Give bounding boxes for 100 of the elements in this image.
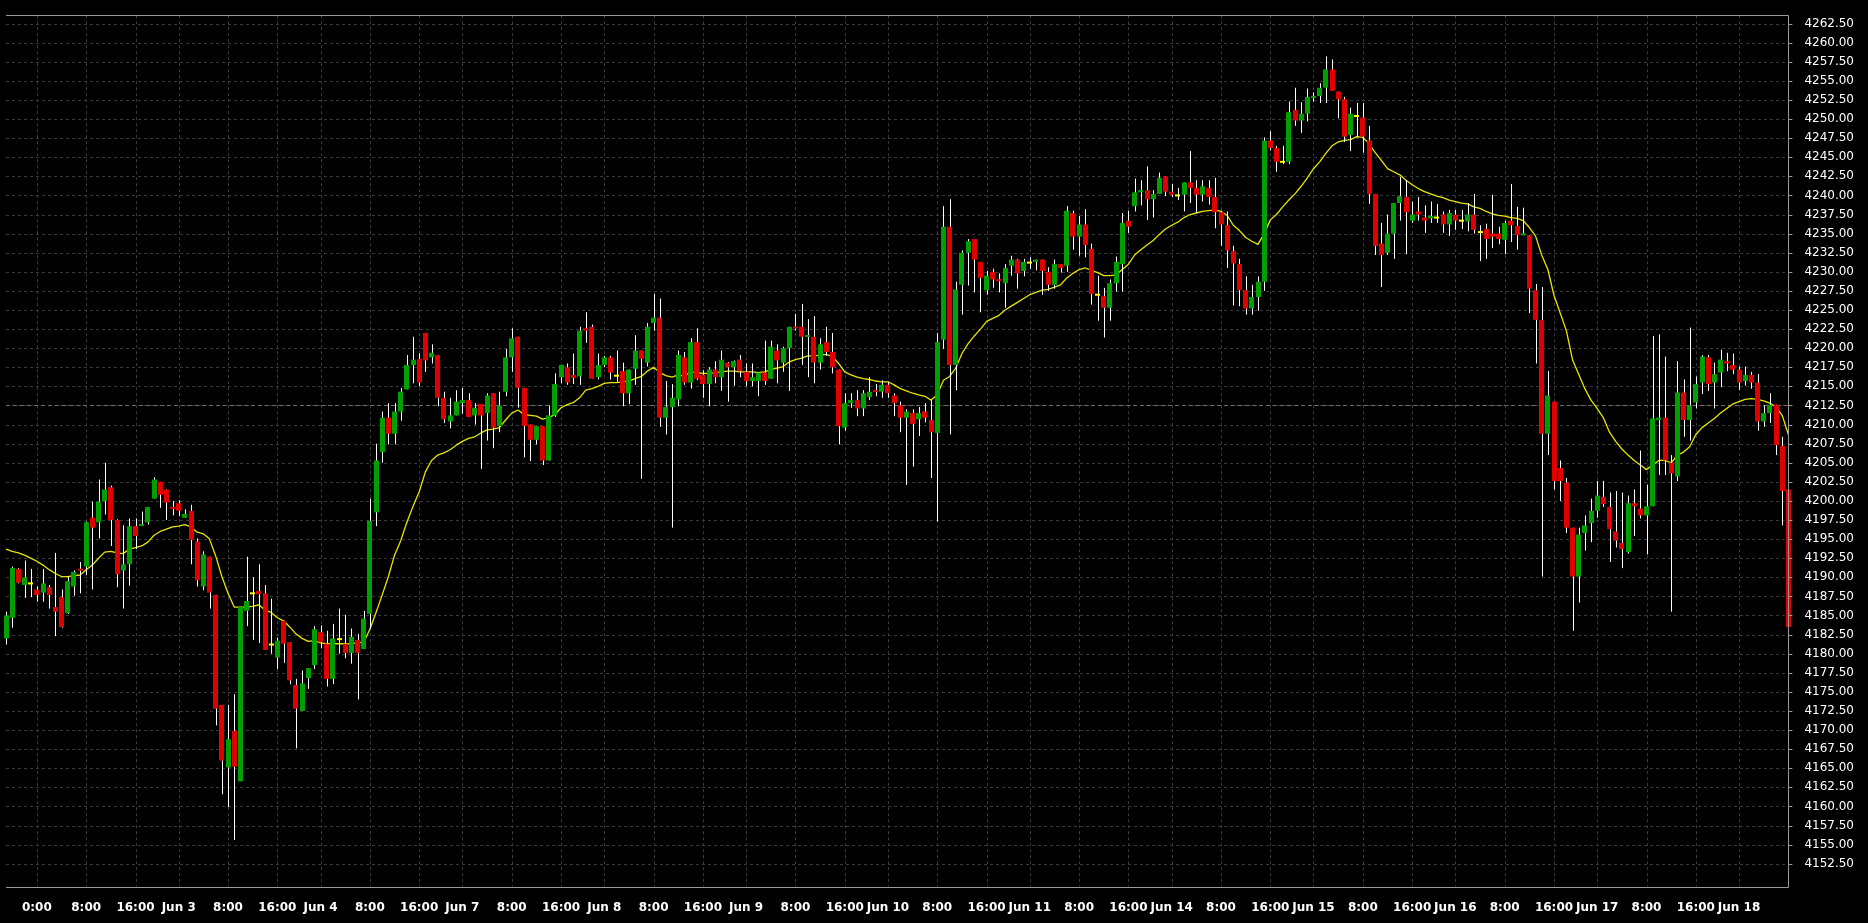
- candlestick: [1354, 102, 1359, 138]
- candlestick: [121, 524, 126, 610]
- x-tick-label: 8:00: [1489, 899, 1520, 914]
- candlestick: [1441, 210, 1446, 234]
- candlestick: [1595, 480, 1600, 519]
- candlestick: [787, 326, 792, 392]
- candlestick: [1293, 87, 1298, 127]
- y-tick-label: 4245.00: [1804, 149, 1854, 164]
- y-tick-label: 4187.50: [1804, 588, 1854, 603]
- candlestick: [1151, 189, 1156, 219]
- candlestick: [343, 614, 348, 659]
- candlestick: [731, 359, 736, 387]
- x-tick-label: Jun 9: [728, 899, 764, 914]
- candlestick: [805, 318, 810, 378]
- candlestick: [633, 334, 638, 386]
- x-tick-label: 8:00: [638, 899, 669, 914]
- candlestick: [293, 678, 298, 749]
- candlestick: [1348, 107, 1353, 152]
- candlestick: [41, 568, 46, 603]
- candlestick: [707, 366, 712, 407]
- candlestick: [1404, 179, 1409, 255]
- candlestick: [1046, 266, 1051, 292]
- candlestick: [1385, 214, 1390, 256]
- y-tick-label: 4235.00: [1804, 225, 1854, 240]
- x-tick-label: Jun 14: [1149, 899, 1193, 914]
- y-tick-label: 4207.50: [1804, 435, 1854, 450]
- candlestick: [1447, 209, 1452, 237]
- candlestick: [1323, 55, 1328, 104]
- candlestick: [1644, 484, 1649, 555]
- candlestick: [1249, 284, 1254, 316]
- candlestick: [1687, 327, 1692, 442]
- candlestick: [1095, 275, 1100, 322]
- x-tick-label: 8:00: [1631, 899, 1662, 914]
- candlestick: [318, 624, 323, 649]
- candlestick: [1478, 224, 1483, 262]
- x-tick-label: 16:00: [1676, 899, 1715, 914]
- candlestick: [1212, 177, 1217, 229]
- candlestick: [1280, 145, 1285, 165]
- candlestick: [824, 326, 829, 357]
- candlestick: [256, 563, 261, 644]
- candlestick: [1027, 256, 1032, 270]
- candlestick: [651, 293, 656, 332]
- y-tick-label: 4210.00: [1804, 416, 1854, 431]
- y-tick-label: 4240.00: [1804, 187, 1854, 202]
- y-tick-label: 4237.50: [1804, 206, 1854, 221]
- candlestick: [90, 501, 95, 591]
- candlestick: [1052, 259, 1057, 290]
- x-tick-label: 16:00: [825, 899, 864, 914]
- candlestick: [744, 362, 749, 387]
- candlestick: [1132, 178, 1137, 212]
- candlestick: [386, 402, 391, 445]
- x-tick-label: 16:00: [1109, 899, 1148, 914]
- candlestick: [1632, 488, 1637, 537]
- y-tick-label: 4232.50: [1804, 244, 1854, 259]
- candlestick: [392, 402, 397, 445]
- candlestick: [472, 402, 477, 426]
- x-tick-label: 8:00: [1347, 899, 1378, 914]
- candlestick: [1397, 176, 1402, 222]
- y-tick-label: 4155.00: [1804, 836, 1854, 851]
- candlestick: [1182, 181, 1187, 212]
- candlestick: [1256, 275, 1261, 312]
- candlestick: [152, 476, 157, 500]
- candlestick: [830, 332, 835, 374]
- y-tick-label: 4165.00: [1804, 760, 1854, 775]
- candlestick: [448, 397, 453, 429]
- y-tick-label: 4160.00: [1804, 798, 1854, 813]
- candlestick: [133, 517, 138, 550]
- candlestick: [1428, 201, 1433, 224]
- y-tick-label: 4170.00: [1804, 722, 1854, 737]
- candlestick: [1299, 101, 1304, 134]
- x-tick-label: 16:00: [400, 899, 439, 914]
- x-tick-label: Jun 17: [1574, 899, 1619, 914]
- candlestick: [713, 360, 718, 384]
- y-tick-label: 4195.00: [1804, 531, 1854, 546]
- candlestick: [929, 399, 934, 479]
- y-tick-label: 4250.00: [1804, 111, 1854, 126]
- y-tick-label: 4192.50: [1804, 550, 1854, 565]
- candlestick: [1009, 255, 1014, 277]
- candlestick: [818, 337, 823, 371]
- candlestick: [1669, 454, 1674, 613]
- candlestick: [910, 408, 915, 468]
- candlestick: [719, 349, 724, 392]
- y-tick-label: 4180.00: [1804, 645, 1854, 660]
- candlestick: [1083, 208, 1088, 258]
- candlestick: [892, 392, 897, 417]
- x-tick-label: 8:00: [1206, 899, 1236, 914]
- y-tick-label: 4262.50: [1804, 15, 1854, 30]
- candlestick: [1268, 130, 1273, 151]
- candlestick: [466, 392, 471, 418]
- x-tick-label: 16:00: [683, 899, 723, 914]
- x-tick-label: 16:00: [1534, 899, 1574, 914]
- candlestick: [1737, 366, 1742, 391]
- candlestick: [250, 576, 255, 641]
- x-tick-label: Jun 7: [444, 899, 480, 914]
- candlestick: [1607, 492, 1612, 563]
- y-tick-label: 4242.50: [1804, 168, 1854, 183]
- candlestick: [28, 568, 33, 598]
- candlestick: [1360, 102, 1365, 154]
- y-tick-label: 4220.00: [1804, 340, 1854, 355]
- candlestick: [1188, 150, 1193, 204]
